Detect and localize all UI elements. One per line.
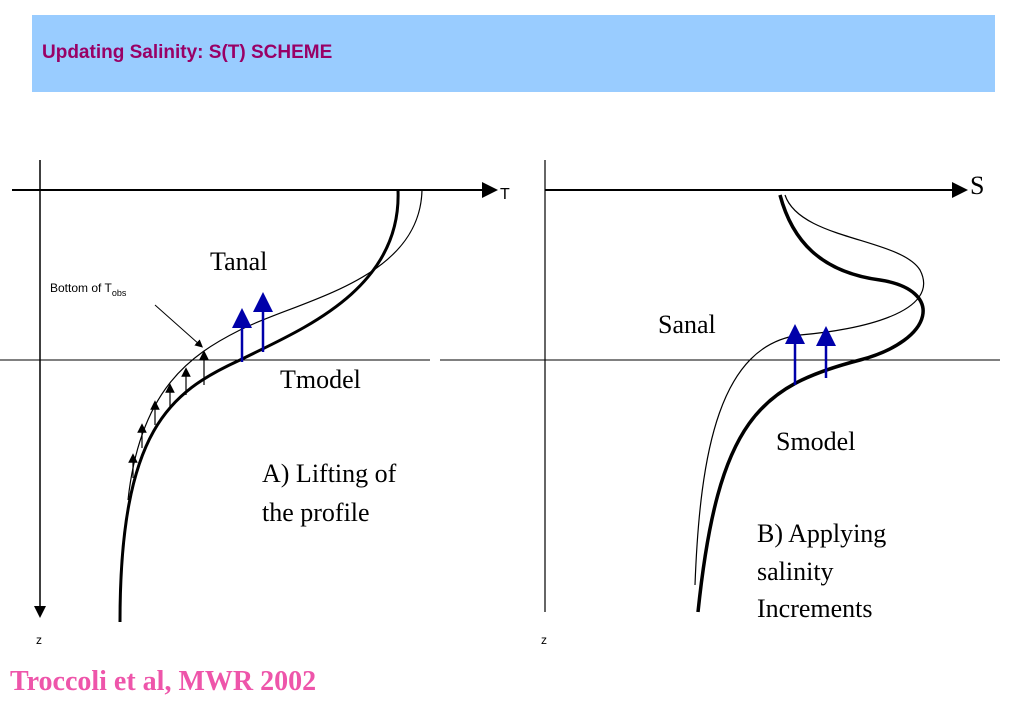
axis-label: S: [970, 171, 984, 200]
curve-label: Tmodel: [280, 365, 361, 394]
annotation-text: Bottom of T: [50, 281, 112, 295]
left-diagram: [0, 160, 498, 623]
caption-line: salinity: [757, 557, 834, 586]
axis-label: z: [36, 633, 42, 647]
annotation-subscript: obs: [112, 288, 127, 298]
caption-line: the profile: [262, 498, 370, 527]
curve-label: Smodel: [776, 427, 855, 456]
curve-label: Sanal: [658, 310, 716, 339]
title-bar: [32, 15, 995, 92]
caption-line: A) Lifting of: [262, 459, 397, 488]
curve-label: Tanal: [210, 247, 267, 276]
title: Updating Salinity: S(T) SCHEME: [42, 42, 332, 63]
axis-label: T: [500, 186, 510, 203]
citation: Troccoli et al, MWR 2002: [10, 666, 316, 697]
axis-label: z: [541, 633, 547, 647]
annotation: Bottom of Tobs: [50, 281, 127, 298]
caption-line: B) Applying: [757, 519, 886, 548]
right-diagram: [440, 160, 1000, 613]
caption-line: Increments: [757, 594, 873, 623]
